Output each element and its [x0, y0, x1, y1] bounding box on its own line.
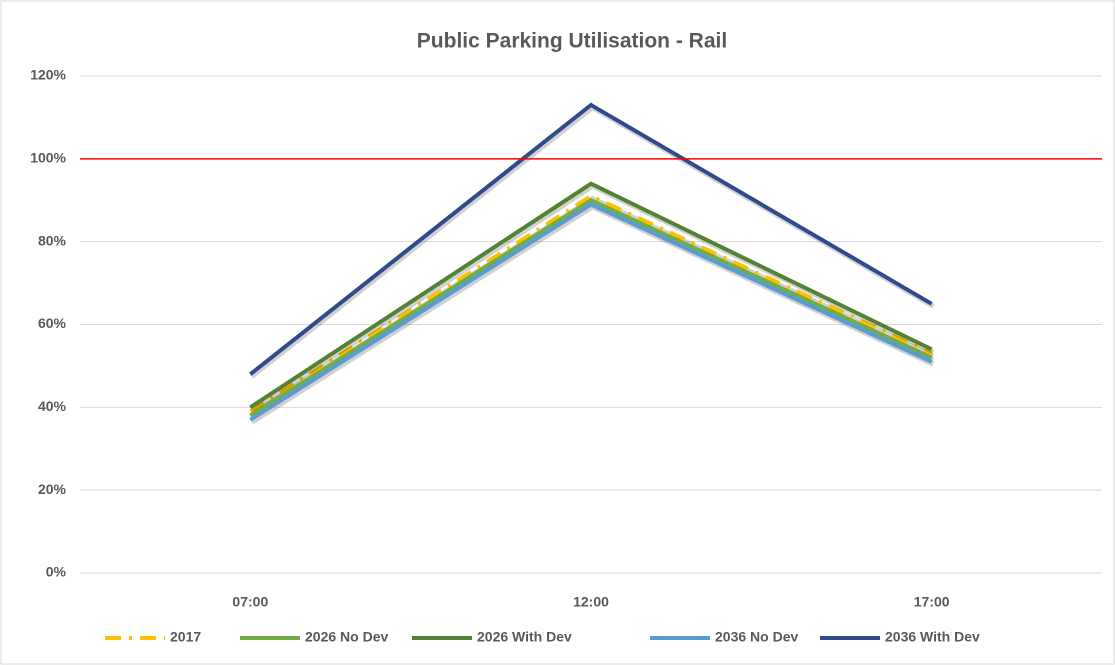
legend-label: 2036 No Dev [715, 629, 798, 645]
y-tick-label: 20% [38, 481, 67, 497]
series-line [249, 197, 933, 418]
legend-label: 2026 No Dev [305, 629, 388, 645]
y-tick-label: 40% [38, 398, 67, 414]
y-tick-label: 120% [30, 67, 66, 83]
y-tick-label: 60% [38, 315, 67, 331]
x-tick-label: 17:00 [914, 594, 950, 610]
series-line [249, 181, 933, 410]
x-tick-label: 12:00 [573, 594, 609, 610]
legend-label: 2017 [170, 629, 201, 645]
y-tick-label: 80% [38, 232, 67, 248]
series-line [249, 102, 933, 376]
chart-title: Public Parking Utilisation - Rail [417, 30, 727, 53]
y-tick-label: 0% [46, 564, 67, 580]
legend-label: 2026 With Dev [477, 629, 572, 645]
legend-label: 2036 With Dev [885, 629, 980, 645]
series-line [249, 202, 933, 422]
y-tick-label: 100% [30, 150, 66, 166]
x-tick-label: 07:00 [232, 594, 268, 610]
